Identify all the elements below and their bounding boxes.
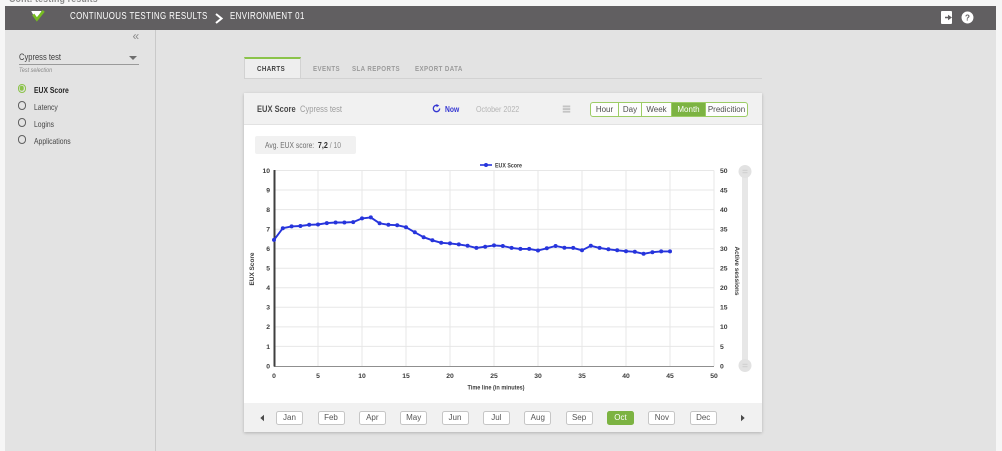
svg-text:6: 6 xyxy=(266,246,270,253)
svg-text:Time line (in minutes): Time line (in minutes) xyxy=(468,385,525,392)
svg-text:40: 40 xyxy=(720,207,728,214)
svg-text:25: 25 xyxy=(720,266,728,273)
svg-text:10: 10 xyxy=(720,324,728,331)
svg-text:5: 5 xyxy=(266,266,270,273)
svg-text:7: 7 xyxy=(266,227,270,234)
svg-text:35: 35 xyxy=(578,373,586,380)
svg-text:?: ? xyxy=(965,13,970,22)
svg-text:9: 9 xyxy=(266,187,270,194)
svg-text:5: 5 xyxy=(316,373,320,380)
svg-text:20: 20 xyxy=(446,373,454,380)
svg-text:2: 2 xyxy=(266,324,270,331)
svg-text:45: 45 xyxy=(666,373,674,380)
svg-text:EUX Score: EUX Score xyxy=(249,252,256,285)
svg-text:10: 10 xyxy=(262,168,270,175)
svg-text:8: 8 xyxy=(266,207,270,214)
svg-text:0: 0 xyxy=(266,363,270,370)
svg-text:40: 40 xyxy=(622,373,630,380)
svg-text:15: 15 xyxy=(720,305,728,312)
svg-text:0: 0 xyxy=(272,373,276,380)
svg-text:3: 3 xyxy=(266,305,270,312)
svg-text:1: 1 xyxy=(266,344,270,351)
svg-text:50: 50 xyxy=(720,168,728,175)
svg-text:25: 25 xyxy=(490,373,498,380)
svg-text:15: 15 xyxy=(402,373,410,380)
svg-text:50: 50 xyxy=(710,373,718,380)
svg-text:EUX Score: EUX Score xyxy=(495,163,522,170)
svg-text:0: 0 xyxy=(720,363,724,370)
svg-text:30: 30 xyxy=(720,246,728,253)
svg-text:30: 30 xyxy=(534,373,542,380)
svg-text:20: 20 xyxy=(720,285,728,292)
svg-text:4: 4 xyxy=(266,285,270,292)
svg-text:10: 10 xyxy=(358,373,366,380)
svg-text:35: 35 xyxy=(720,227,728,234)
svg-text:Active sessions: Active sessions xyxy=(733,247,740,296)
svg-text:5: 5 xyxy=(720,344,724,351)
svg-text:45: 45 xyxy=(720,187,728,194)
